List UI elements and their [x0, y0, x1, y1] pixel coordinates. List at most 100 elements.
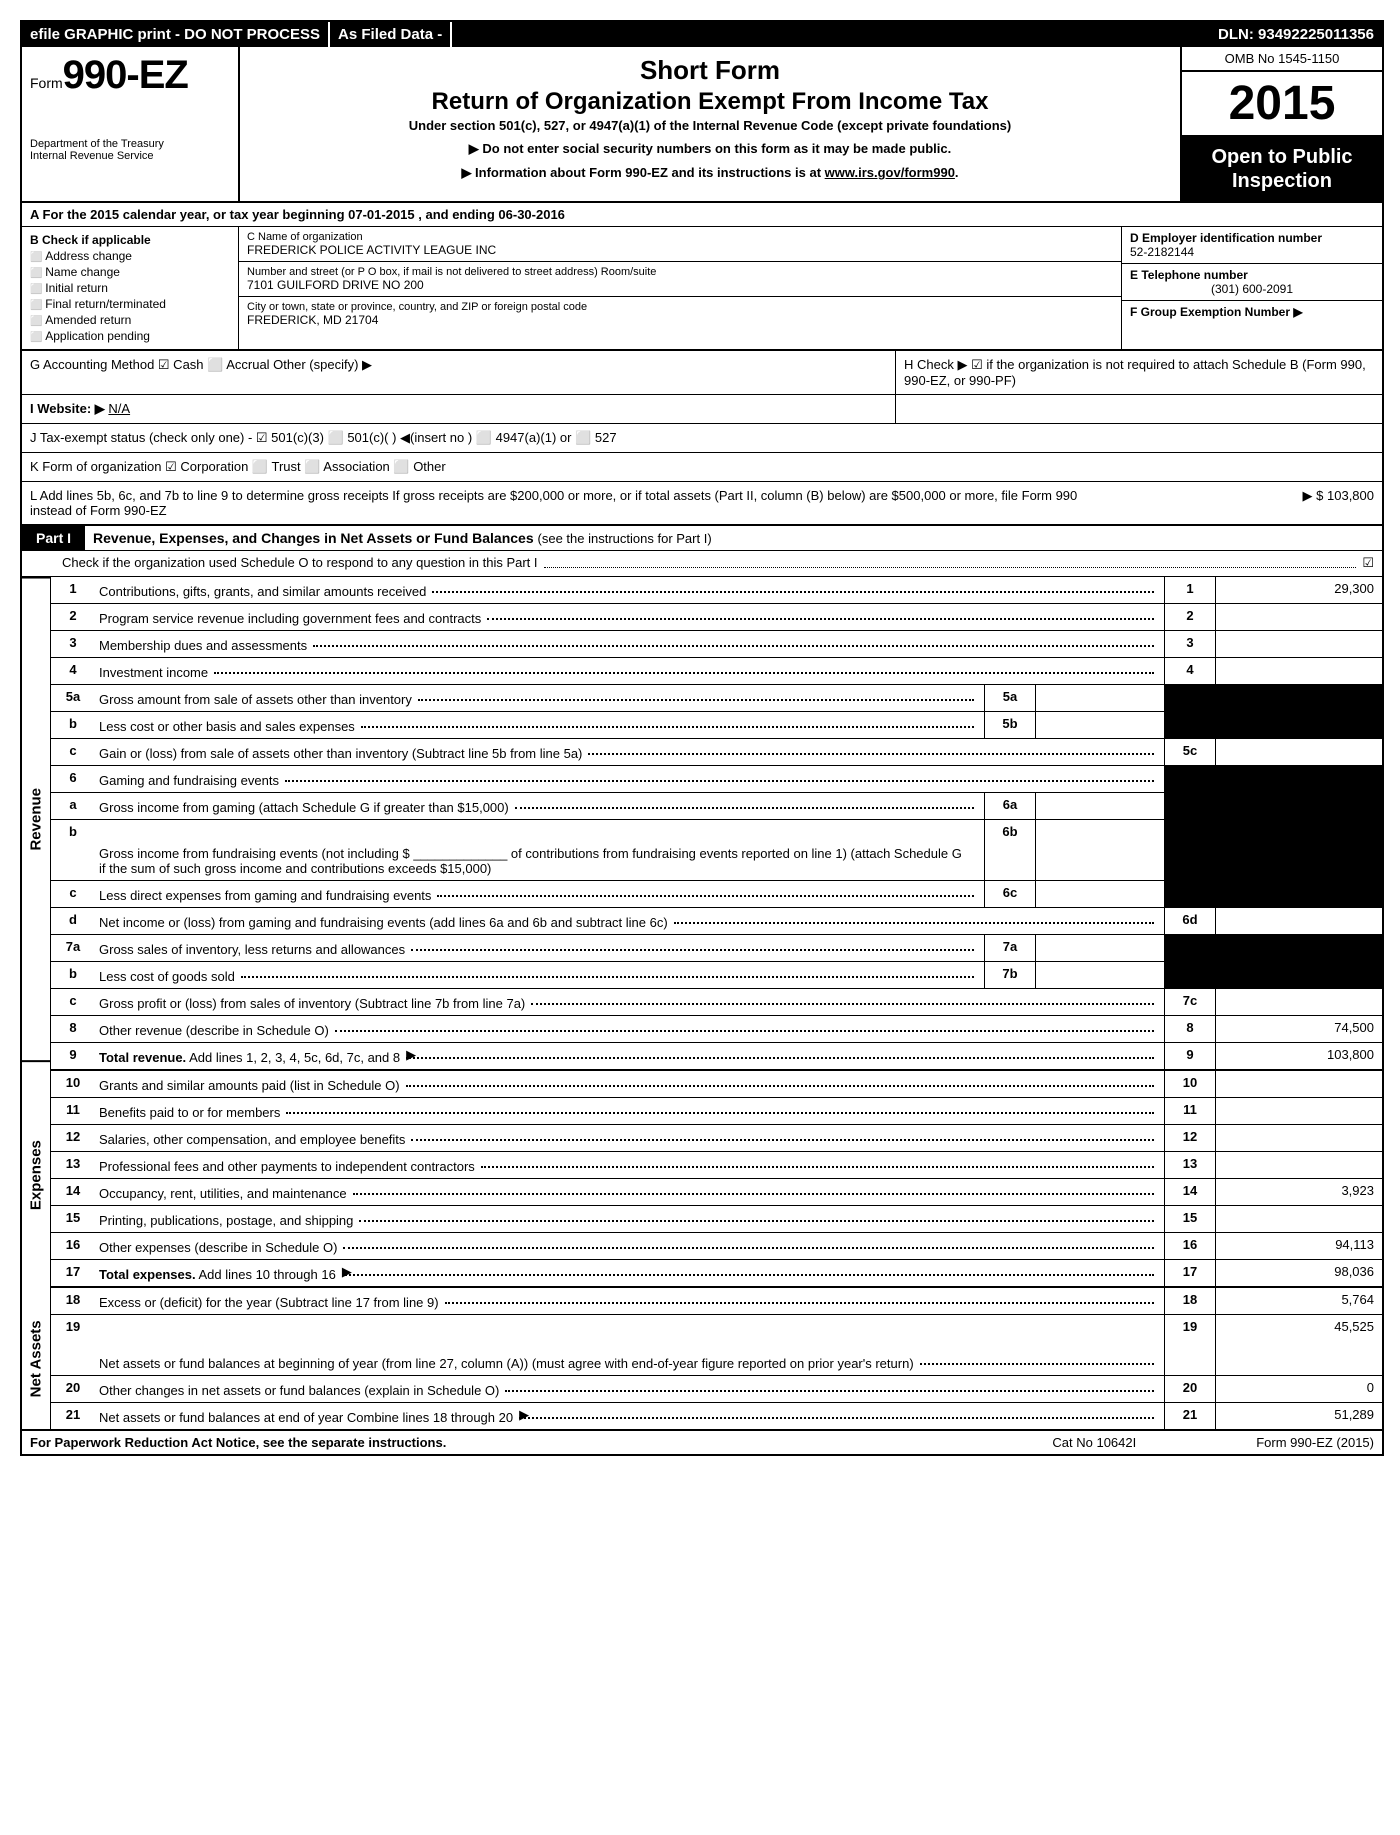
amt-col: [1215, 1206, 1382, 1232]
amt-col: [1215, 881, 1382, 907]
amt-col: [1215, 1098, 1382, 1124]
amt-col: 51,289: [1215, 1403, 1382, 1429]
line-num: d: [51, 908, 95, 934]
line-desc: Less cost of goods sold: [95, 962, 984, 988]
side-labels: Revenue Expenses Net Assets: [22, 577, 51, 1429]
f-group-label: F Group Exemption Number ▶: [1130, 305, 1374, 319]
line-13: 13Professional fees and other payments t…: [51, 1152, 1382, 1179]
website-link[interactable]: N/A: [108, 401, 130, 416]
pra-notice: For Paperwork Reduction Act Notice, see …: [30, 1435, 446, 1450]
line-desc: Net income or (loss) from gaming and fun…: [95, 908, 1164, 934]
tax-year: 2015: [1182, 72, 1382, 137]
sub-val: [1035, 712, 1164, 738]
k-form-org: K Form of organization ☑ Corporation ⬜ T…: [22, 453, 1382, 482]
line-desc: Printing, publications, postage, and shi…: [95, 1206, 1164, 1232]
c-city-label: City or town, state or province, country…: [247, 301, 1113, 313]
irs: Internal Revenue Service: [30, 150, 230, 162]
ref-col: [1164, 766, 1215, 792]
line-desc: Gain or (loss) from sale of assets other…: [95, 739, 1164, 765]
ref-col: 7c: [1164, 989, 1215, 1015]
line-num: 5a: [51, 685, 95, 711]
ref-col: 15: [1164, 1206, 1215, 1232]
line-num: 21: [51, 1403, 95, 1429]
chk-final-return[interactable]: Final return/terminated: [30, 297, 230, 311]
line-7c: cGross profit or (loss) from sales of in…: [51, 989, 1382, 1016]
amt-col: 94,113: [1215, 1233, 1382, 1259]
check-o-text: Check if the organization used Schedule …: [62, 555, 538, 572]
h-schedule-b: H Check ▶ ☑ if the organization is not r…: [895, 351, 1382, 394]
d-ein-label: D Employer identification number: [1130, 231, 1374, 245]
line-7a: 7aGross sales of inventory, less returns…: [51, 935, 1382, 962]
j-tax-exempt: J Tax-exempt status (check only one) - ☑…: [22, 424, 1382, 453]
line-18: 18Excess or (deficit) for the year (Subt…: [51, 1288, 1382, 1315]
chk-amended-return[interactable]: Amended return: [30, 313, 230, 327]
line-desc: Less direct expenses from gaming and fun…: [95, 881, 984, 907]
line-3: 3Membership dues and assessments3: [51, 631, 1382, 658]
l-text: L Add lines 5b, 6c, and 7b to line 9 to …: [30, 488, 1080, 518]
line-4: 4Investment income4: [51, 658, 1382, 685]
dept-treasury: Department of the Treasury: [30, 138, 230, 150]
chk-address-change[interactable]: Address change: [30, 249, 230, 263]
line-desc: Total expenses. Add lines 10 through 16: [95, 1260, 1164, 1286]
amt-col: [1215, 685, 1382, 711]
c-name-label: C Name of organization: [247, 231, 1113, 243]
org-name: FREDERICK POLICE ACTIVITY LEAGUE INC: [247, 243, 1113, 257]
line-desc: Other changes in net assets or fund bala…: [95, 1376, 1164, 1402]
ref-col: [1164, 685, 1215, 711]
sub-ref: 7b: [984, 962, 1035, 988]
dln: DLN: 93492225011356: [1210, 22, 1382, 47]
line-desc: Program service revenue including govern…: [95, 604, 1164, 630]
ref-col: [1164, 881, 1215, 907]
line-c: cLess direct expenses from gaming and fu…: [51, 881, 1382, 908]
chk-name-change[interactable]: Name change: [30, 265, 230, 279]
line-desc: Salaries, other compensation, and employ…: [95, 1125, 1164, 1151]
side-netassets: Net Assets: [22, 1288, 50, 1429]
instr-info: ▶ Information about Form 990-EZ and its …: [248, 165, 1172, 181]
efile-notice: efile GRAPHIC print - DO NOT PROCESS: [22, 22, 330, 47]
part-1-badge: Part I: [22, 526, 85, 550]
sub-val: [1035, 935, 1164, 961]
sub-val: [1035, 881, 1164, 907]
ref-col: 20: [1164, 1376, 1215, 1402]
sub-val: [1035, 793, 1164, 819]
col-c-org: C Name of organization FREDERICK POLICE …: [239, 227, 1121, 349]
row-i: I Website: ▶ N/A: [22, 395, 1382, 424]
line-num: 1: [51, 577, 95, 603]
line-desc: Grants and similar amounts paid (list in…: [95, 1071, 1164, 1097]
amt-col: [1215, 658, 1382, 684]
amt-col: [1215, 1071, 1382, 1097]
amt-col: [1215, 604, 1382, 630]
header-left: Form990-EZ Department of the Treasury In…: [22, 47, 240, 201]
line-num: b: [51, 820, 95, 880]
ledger-body: 1Contributions, gifts, grants, and simil…: [51, 577, 1382, 1429]
row-l: L Add lines 5b, 6c, and 7b to line 9 to …: [22, 482, 1382, 526]
line-a: aGross income from gaming (attach Schedu…: [51, 793, 1382, 820]
chk-application-pending[interactable]: Application pending: [30, 329, 230, 343]
ledger: Revenue Expenses Net Assets 1Contributio…: [22, 577, 1382, 1431]
line-desc: Other expenses (describe in Schedule O): [95, 1233, 1164, 1259]
c-name-block: C Name of organization FREDERICK POLICE …: [239, 227, 1121, 262]
ref-col: 12: [1164, 1125, 1215, 1151]
sub-val: [1035, 685, 1164, 711]
amt-col: [1215, 1125, 1382, 1151]
line-num: b: [51, 712, 95, 738]
sub-ref: 7a: [984, 935, 1035, 961]
ref-col: [1164, 935, 1215, 961]
irs-link[interactable]: www.irs.gov/form990: [825, 165, 955, 180]
line-desc: Less cost or other basis and sales expen…: [95, 712, 984, 738]
line-8: 8Other revenue (describe in Schedule O)8…: [51, 1016, 1382, 1043]
line-b: bLess cost of goods sold7b: [51, 962, 1382, 989]
footer: For Paperwork Reduction Act Notice, see …: [22, 1431, 1382, 1454]
section-bcd: B Check if applicable Address change Nam…: [22, 227, 1382, 351]
chk-initial-return[interactable]: Initial return: [30, 281, 230, 295]
line-6: 6Gaming and fundraising events: [51, 766, 1382, 793]
header-right: OMB No 1545-1150 2015 Open to Public Ins…: [1180, 47, 1382, 201]
ref-col: 8: [1164, 1016, 1215, 1042]
sub-val: [1035, 962, 1164, 988]
ref-col: 6d: [1164, 908, 1215, 934]
amt-col: 3,923: [1215, 1179, 1382, 1205]
amt-col: [1215, 739, 1382, 765]
amt-col: 0: [1215, 1376, 1382, 1402]
amt-col: [1215, 962, 1382, 988]
sub-ref: 5a: [984, 685, 1035, 711]
